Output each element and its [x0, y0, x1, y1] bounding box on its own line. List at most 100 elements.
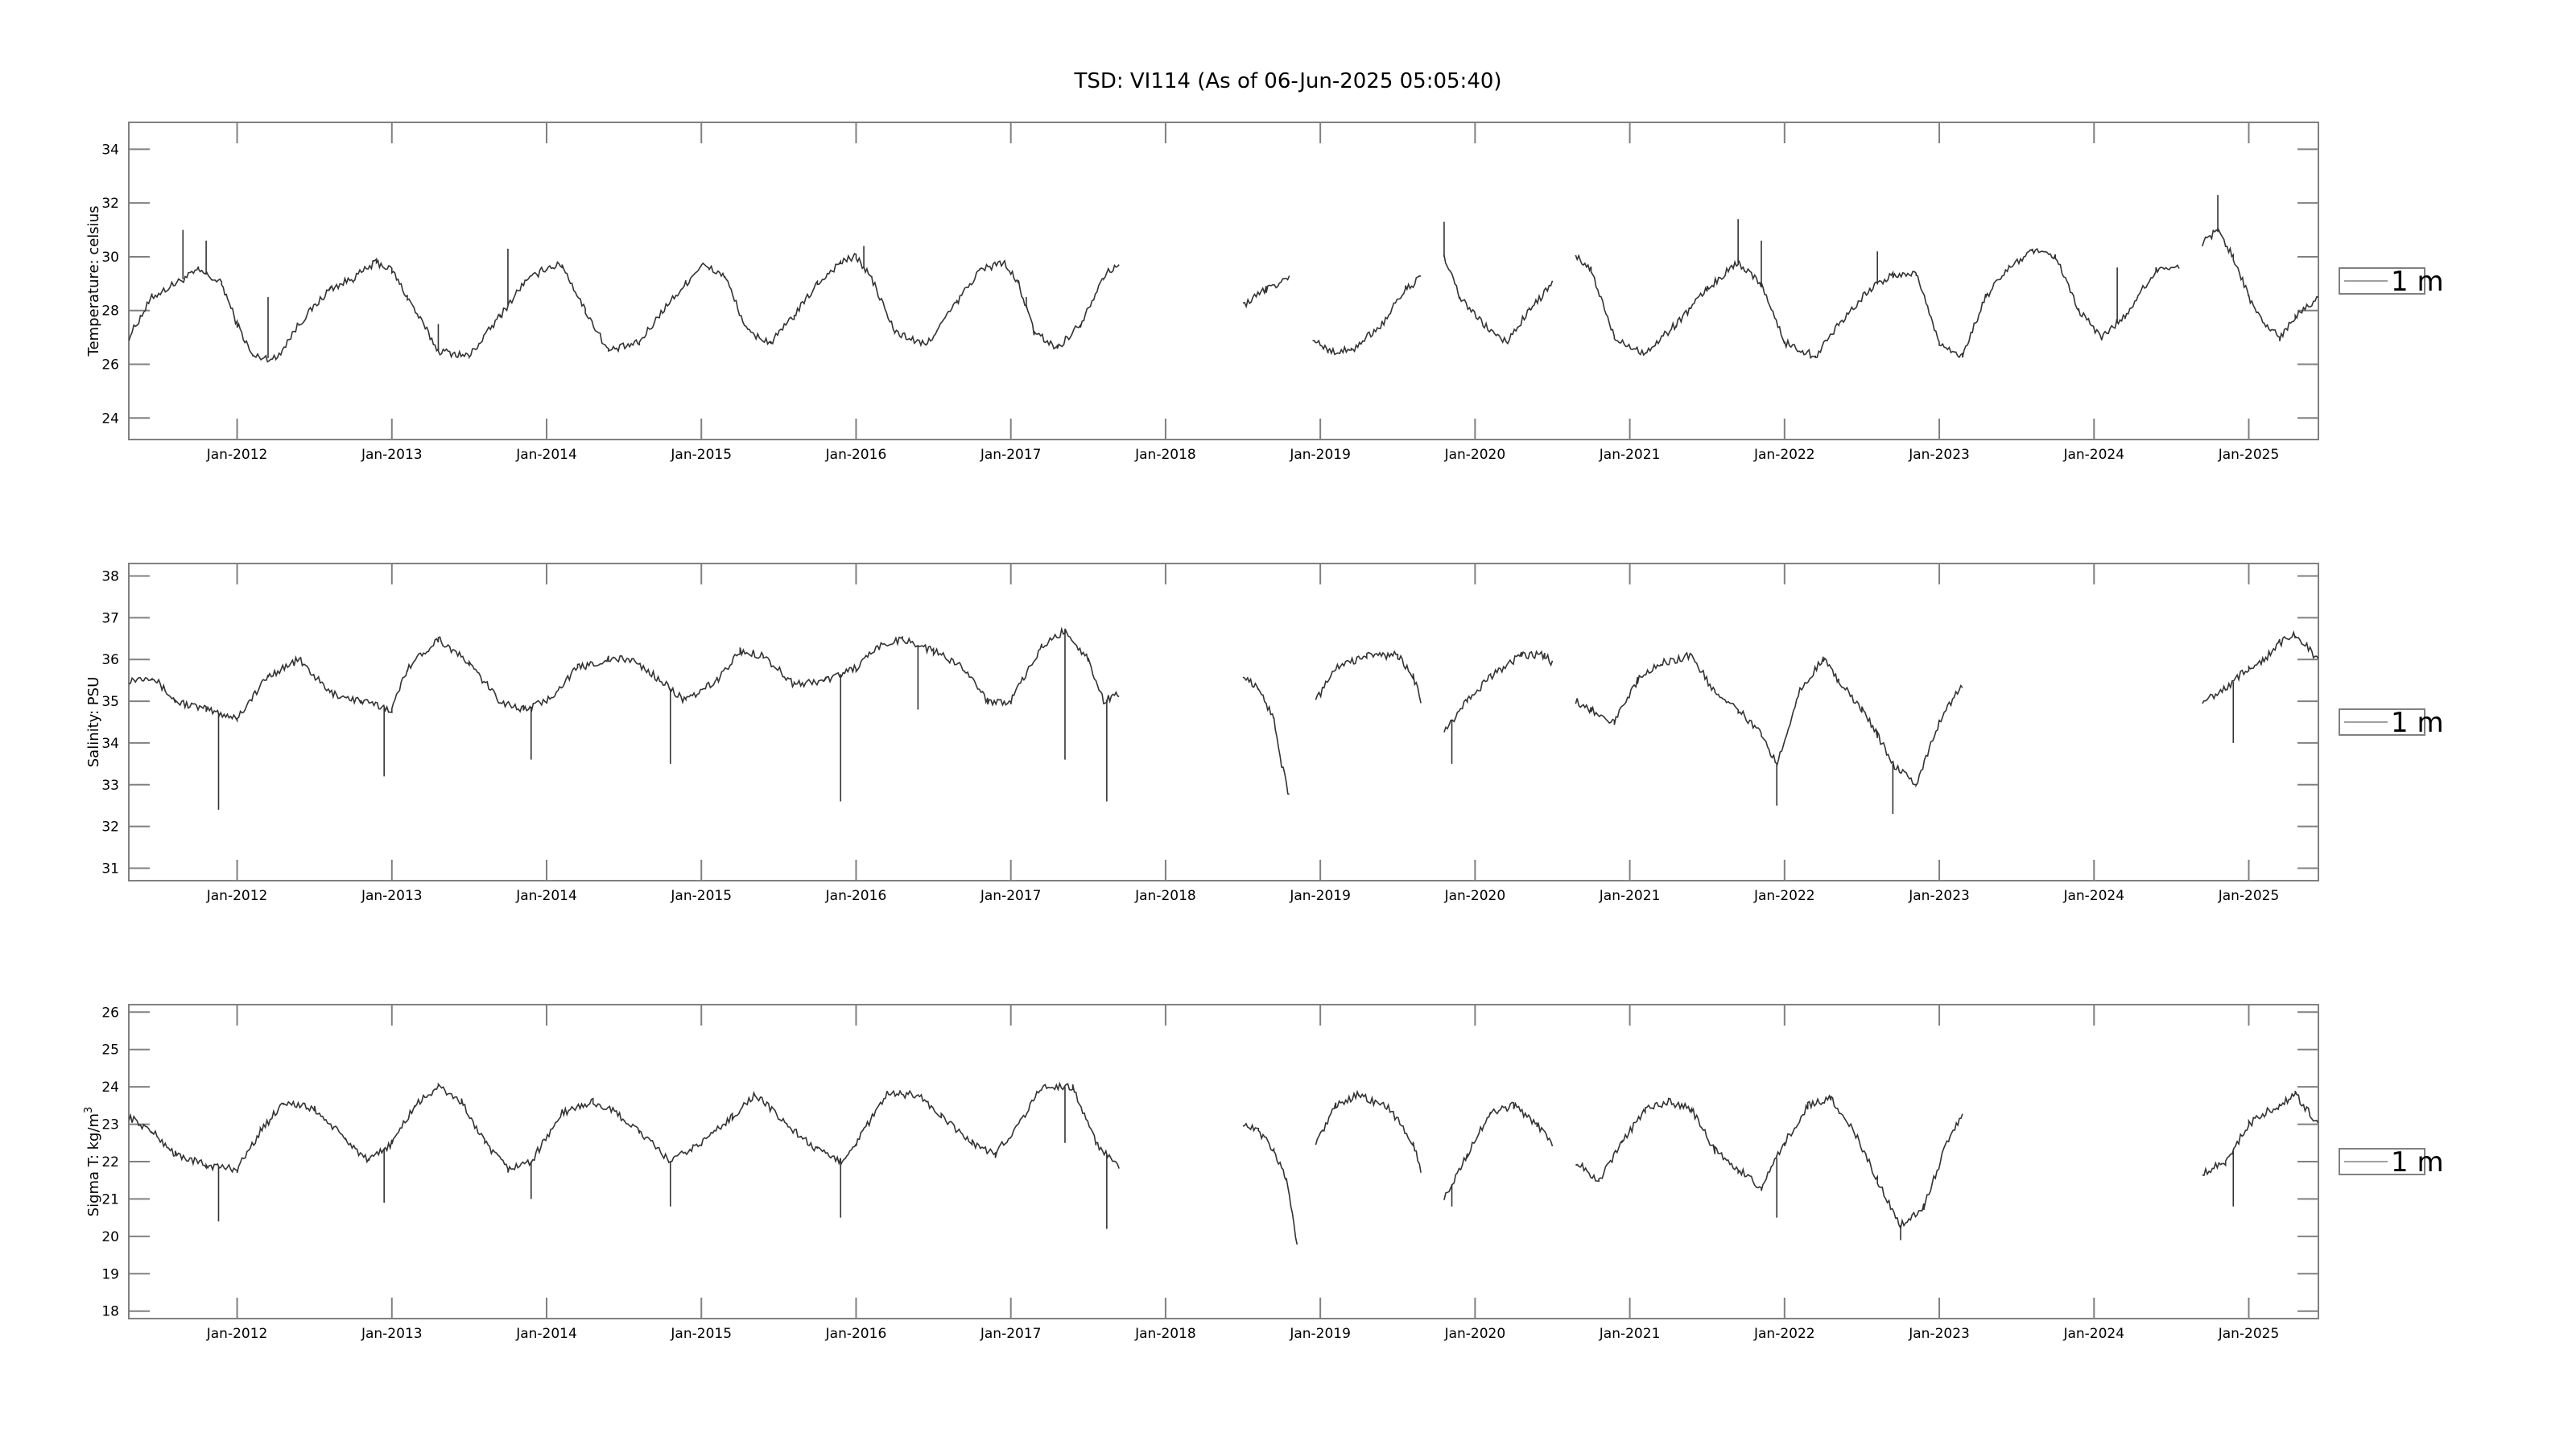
y-tick-label: 38 [101, 569, 119, 585]
x-tick-label: Jan-2016 [825, 888, 887, 904]
x-tick-label: Jan-2022 [1753, 888, 1815, 904]
x-tick-label: Jan-2016 [825, 1326, 887, 1342]
legend-label: 1 m [2391, 707, 2444, 739]
series-segment [2202, 1090, 2318, 1177]
series-segment [2202, 630, 2318, 704]
y-tick-label: 19 [101, 1266, 119, 1282]
series-segment [1242, 1122, 1298, 1245]
axes-box [128, 563, 2319, 881]
y-tick-label: 32 [101, 819, 119, 836]
y-tick-label: 31 [101, 861, 119, 877]
x-tick-label: Jan-2025 [2218, 447, 2280, 463]
y-tick-label: 30 [101, 250, 119, 266]
y-tick-label: 22 [101, 1154, 119, 1170]
y-tick-label: 32 [101, 196, 119, 212]
series-segment [1242, 275, 1290, 309]
x-tick-label: Jan-2020 [1444, 447, 1506, 463]
x-tick-label: Jan-2013 [361, 447, 423, 463]
y-tick-label: 18 [101, 1304, 119, 1320]
x-tick-label: Jan-2018 [1134, 888, 1196, 904]
legend: 1 m [2339, 1146, 2444, 1179]
series-segment [129, 626, 1120, 723]
x-tick-label: Jan-2020 [1444, 888, 1506, 904]
legend: 1 m [2339, 266, 2444, 298]
y-tick-label: 36 [101, 652, 119, 668]
axes-box [128, 122, 2319, 440]
x-tick-label: Jan-2023 [1908, 447, 1970, 463]
x-tick-label: Jan-2013 [361, 1326, 423, 1342]
series-segment [1315, 1089, 1422, 1173]
series-1m [129, 1081, 2318, 1245]
series-segment [1312, 275, 1422, 356]
y-tick-label: 34 [101, 736, 119, 752]
y-tick-label: 28 [101, 303, 119, 320]
series-segment [2202, 228, 2318, 341]
y-axis-label: Temperature: celsius [85, 206, 102, 357]
series-segment [1443, 254, 1554, 345]
series-segment [1242, 676, 1290, 795]
x-tick-label: Jan-2015 [670, 447, 732, 463]
series-segment [1443, 650, 1554, 733]
series-1m [129, 626, 2318, 815]
y-tick-label: 37 [101, 610, 119, 626]
x-tick-label: Jan-2016 [825, 447, 887, 463]
legend: 1 m [2339, 707, 2444, 739]
y-tick-label: 26 [101, 1005, 119, 1021]
x-tick-label: Jan-2025 [2218, 888, 2280, 904]
y-tick-label: 21 [101, 1191, 119, 1208]
panel-sigma-t: 18 19 20 21 22 23 24 25 26 Jan-2012 Jan-2013 Jan-20… [83, 1004, 2444, 1342]
x-tick-label: Jan-2024 [2062, 1326, 2124, 1342]
x-tick-label: Jan-2023 [1908, 1326, 1970, 1342]
x-tick-label: Jan-2019 [1289, 888, 1351, 904]
x-tick-label: Jan-2021 [1599, 447, 1661, 463]
y-tick-label: 24 [101, 411, 119, 427]
panel-salinity: 31 32 33 34 35 36 37 38 Jan-2012 Jan-2013 Jan-2014… [85, 563, 2444, 904]
y-axis-label: Sigma T: kg/m3 [83, 1107, 102, 1217]
x-tick-label: Jan-2014 [515, 447, 577, 463]
axes-box [128, 1004, 2319, 1319]
y-tick-label: 33 [101, 778, 119, 794]
x-tick-label: Jan-2013 [361, 888, 423, 904]
x-tick-label: Jan-2012 [206, 888, 268, 904]
series-segment [1315, 650, 1422, 704]
x-tick-label: Jan-2023 [1908, 888, 1970, 904]
x-tick-label: Jan-2015 [670, 1326, 732, 1342]
y-tick-label: 34 [101, 142, 119, 158]
x-tick-label: Jan-2017 [980, 888, 1042, 904]
series-segment [1575, 248, 2180, 360]
y-tick-label: 20 [101, 1229, 119, 1245]
x-tick-label: Jan-2022 [1753, 1326, 1815, 1342]
x-tick-label: Jan-2021 [1599, 1326, 1661, 1342]
panel-temperature: 24 26 28 30 32 34 Jan-2012 Jan-2013 Jan-2014 Jan-… [85, 122, 2444, 463]
x-tick-label: Jan-2019 [1289, 1326, 1351, 1342]
series-segment [1575, 1094, 1963, 1229]
y-tick-label: 26 [101, 357, 119, 374]
x-tick-label: Jan-2022 [1753, 447, 1815, 463]
y-axis-label: Salinity: PSU [85, 677, 102, 768]
x-tick-label: Jan-2015 [670, 888, 732, 904]
series-1m [129, 195, 2318, 363]
y-tick-label: 24 [101, 1080, 119, 1096]
y-tick-label: 25 [101, 1042, 119, 1059]
x-tick-label: Jan-2014 [515, 888, 577, 904]
series-segment [129, 253, 1120, 363]
series-segment [129, 1081, 1120, 1174]
x-tick-label: Jan-2019 [1289, 447, 1351, 463]
legend-label: 1 m [2391, 1146, 2444, 1179]
legend-label: 1 m [2391, 266, 2444, 298]
x-tick-label: Jan-2014 [515, 1326, 577, 1342]
x-tick-label: Jan-2018 [1134, 447, 1196, 463]
x-tick-label: Jan-2025 [2218, 1326, 2280, 1342]
x-tick-label: Jan-2018 [1134, 1326, 1196, 1342]
y-tick-label: 35 [101, 694, 119, 710]
x-tick-label: Jan-2021 [1599, 888, 1661, 904]
series-segment [1443, 1101, 1554, 1200]
y-tick-label: 23 [101, 1117, 119, 1133]
x-tick-label: Jan-2020 [1444, 1326, 1506, 1342]
x-tick-label: Jan-2012 [206, 447, 268, 463]
x-tick-label: Jan-2012 [206, 1326, 268, 1342]
x-tick-label: Jan-2017 [980, 447, 1042, 463]
x-tick-label: Jan-2024 [2062, 447, 2124, 463]
series-segment [1575, 651, 1963, 788]
